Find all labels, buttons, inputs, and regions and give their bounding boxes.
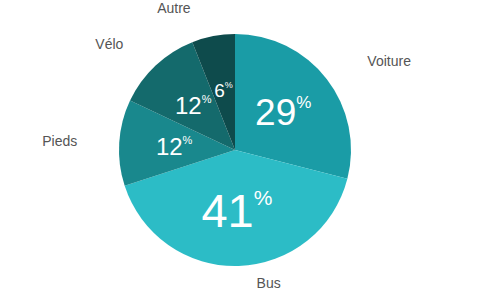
svg-text:%: % <box>225 80 233 90</box>
svg-text:%: % <box>254 186 273 209</box>
svg-text:12: 12 <box>175 92 202 119</box>
svg-text:29: 29 <box>255 92 296 133</box>
svg-text:%: % <box>183 134 193 146</box>
svg-text:6: 6 <box>214 80 225 101</box>
svg-text:Voiture: Voiture <box>367 53 411 69</box>
svg-text:Vélo: Vélo <box>95 36 123 52</box>
svg-text:41: 41 <box>201 184 253 237</box>
svg-text:%: % <box>296 93 311 112</box>
svg-text:12: 12 <box>156 133 183 160</box>
svg-text:Pieds: Pieds <box>42 133 77 149</box>
svg-text:%: % <box>202 93 212 105</box>
svg-text:Autre: Autre <box>157 0 191 16</box>
svg-text:Bus: Bus <box>257 275 281 291</box>
